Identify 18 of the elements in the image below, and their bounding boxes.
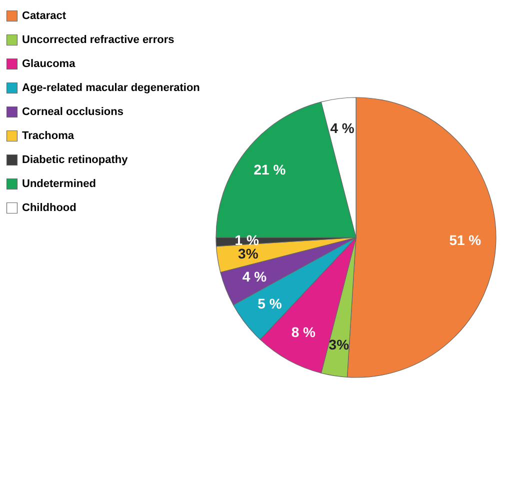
data-label: 4 % (330, 120, 355, 136)
legend-label: Diabetic retinopathy (22, 154, 129, 166)
legend-label: Childhood (22, 202, 76, 214)
data-label: 5 % (258, 295, 282, 312)
legend-label: Undetermined (22, 178, 96, 190)
data-label: 51 % (449, 232, 482, 248)
legend-label: Uncorrected refractive errors (22, 34, 174, 46)
data-label: 8 % (291, 324, 316, 340)
legend-label: Cataract (22, 10, 66, 22)
legend-label: Age-related macular degeneration (22, 82, 200, 94)
data-label: 3% (238, 246, 259, 262)
legend-label: Corneal occlusions (22, 106, 124, 118)
legend-label: Trachoma (22, 130, 75, 142)
data-label: 1 % (234, 232, 260, 248)
data-label: 3% (328, 336, 350, 352)
legend-label: Glaucoma (22, 58, 76, 70)
data-label: 4 % (242, 268, 268, 285)
data-label: 21 % (254, 162, 286, 178)
